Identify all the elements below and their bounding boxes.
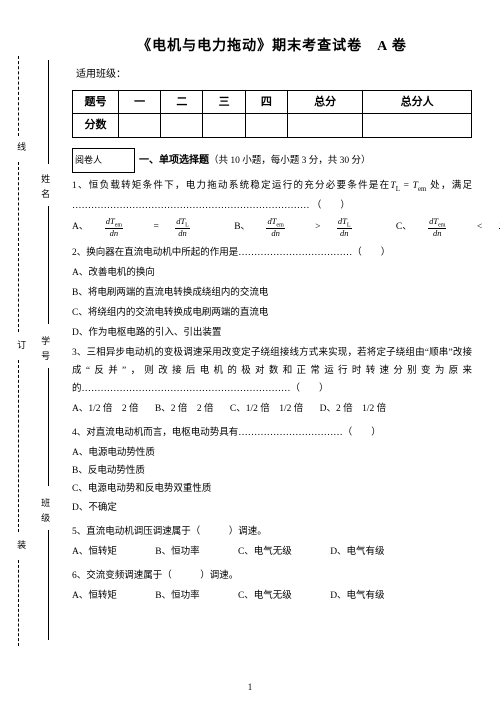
option-b: B、将电刷两端的直流电转换成绕组内的交流电 [72, 284, 472, 302]
option-d: D、不确定 [72, 499, 264, 517]
proctor-label: 阅卷人 [75, 155, 102, 165]
option-a: A、1/2 倍 2 倍 [72, 400, 139, 418]
cell: 分数 [73, 114, 119, 138]
option-c: C、电气无级 [238, 587, 292, 605]
table-row: 题号 一 二 三 四 总分 总分人 [73, 90, 472, 114]
dash-line [18, 162, 19, 332]
option-b: B、反电动势性质 [72, 462, 264, 480]
options-6: A、恒转矩 B、恒功率 C、电气无级 D、电气有级 [72, 587, 472, 605]
option-c: C、 dTemdn < dTLdn [396, 217, 500, 238]
dash-label: 线 [12, 142, 29, 151]
dash-label: 装 [12, 540, 29, 549]
q-text: 处，满足 [430, 181, 472, 191]
option-d: D、电气有级 [330, 543, 384, 561]
cell [363, 114, 472, 138]
page-number: 1 [0, 679, 500, 696]
dash-line [18, 56, 19, 136]
exam-title: 《电机与电力拖动》期末考查试卷 A 卷 [72, 34, 472, 61]
option-b: B、 dTemdn > dTLdn [234, 217, 379, 238]
option-d: D、电气有级 [330, 587, 384, 605]
option-a: A、电源电动势性质 [72, 444, 264, 462]
side-rule [48, 60, 49, 164]
section-note: （共 10 小题，每小题 3 分，共 30 分） [209, 152, 371, 170]
answer-blank: （ ） [312, 201, 350, 211]
side-label-name: 姓名 [36, 174, 53, 204]
section-title: 一、单项选择题 [139, 151, 209, 170]
option-c: C、电气无级 [238, 543, 292, 561]
dash-line [18, 360, 19, 532]
cell [245, 114, 287, 138]
question-2: 2、换向器在直流电动机中所起的作用是………………………………（ ） [72, 244, 472, 262]
option-b: B、恒功率 [155, 543, 199, 561]
option-b: B、2 倍 2 倍 [155, 400, 214, 418]
cell [203, 114, 245, 138]
options-3: A、1/2 倍 2 倍 B、2 倍 2 倍 C、1/2 倍 1/2 倍 D、2 … [72, 400, 472, 418]
question-4: 4、对直流电动机而言，电枢电动势具有……………………………（ ） [72, 424, 472, 442]
cell: 四 [245, 90, 287, 114]
q-text: 1、恒负载转矩条件下，电力拖动系统稳定运行的充分必要条件是在 [72, 181, 390, 191]
side-label-id: 学号 [36, 336, 53, 366]
cell: 二 [161, 90, 203, 114]
side-rule [48, 368, 49, 486]
dash-line [18, 560, 19, 646]
option-d: D、作为电枢电路的引入、引出装置 [72, 324, 472, 342]
cell: 题号 [73, 90, 119, 114]
proctor-box: 阅卷人 [72, 148, 135, 173]
option-c: C、1/2 倍 1/2 倍 [230, 400, 303, 418]
option-b: B、恒功率 [155, 587, 199, 605]
cell: 三 [203, 90, 245, 114]
table-row: 分数 [73, 114, 472, 138]
options-4: A、电源电动势性质 B、反电动势性质 C、电源电动势和反电势双重性质 D、不确定 [72, 444, 472, 516]
side-label-class: 班级 [36, 498, 53, 528]
cell: 总分人 [363, 90, 472, 114]
page-body: 《电机与电力拖动》期末考查试卷 A 卷 适用班级： 题号 一 二 三 四 总分 … [72, 34, 472, 611]
section-header: 阅卷人 一、单项选择题 （共 10 小题，每小题 3 分，共 30 分） [72, 148, 472, 173]
side-rule [48, 206, 49, 324]
options-5: A、恒转矩 B、恒功率 C、电气无级 D、电气有级 [72, 543, 472, 561]
option-a: A、恒转矩 [72, 587, 117, 605]
option-c: C、电源电动势和反电势双重性质 [72, 480, 264, 498]
question-1: 1、恒负载转矩条件下，电力拖动系统稳定运行的充分必要条件是在TL = Tem 处… [72, 177, 472, 214]
binding-margin: 班级 学号 姓名 装 订 线 [0, 0, 62, 706]
applicable-class: 适用班级： [76, 65, 472, 84]
cell: 总分 [287, 90, 362, 114]
option-c: C、将绕组内的交流电转换成电刷两端的直流电 [72, 304, 472, 322]
question-6: 6、交流变频调速属于（ ）调速。 [72, 567, 472, 585]
option-d: D、2 倍 1/2 倍 [320, 400, 387, 418]
option-a: A、恒转矩 [72, 543, 117, 561]
cell [119, 114, 161, 138]
score-table: 题号 一 二 三 四 总分 总分人 分数 [72, 90, 472, 139]
question-3: 3、三相异步电动机的变极调速采用改变定子绕组接线方式来实现，若将定子绕组由“顺串… [72, 344, 472, 398]
option-a: A、 dTemdn = dTLdn [72, 217, 218, 238]
dash-label: 订 [12, 340, 29, 349]
cell: 一 [119, 90, 161, 114]
cell [161, 114, 203, 138]
options-1: A、 dTemdn = dTLdn B、 dTemdn > dTLdn C、 d… [72, 217, 472, 238]
side-rule [48, 530, 49, 640]
option-a: A、改善电机的换向 [72, 264, 472, 282]
q-text: ………………………………………………………………… [72, 201, 310, 211]
question-5: 5、直流电动机调压调速属于（ ）调速。 [72, 523, 472, 541]
cell [287, 114, 362, 138]
